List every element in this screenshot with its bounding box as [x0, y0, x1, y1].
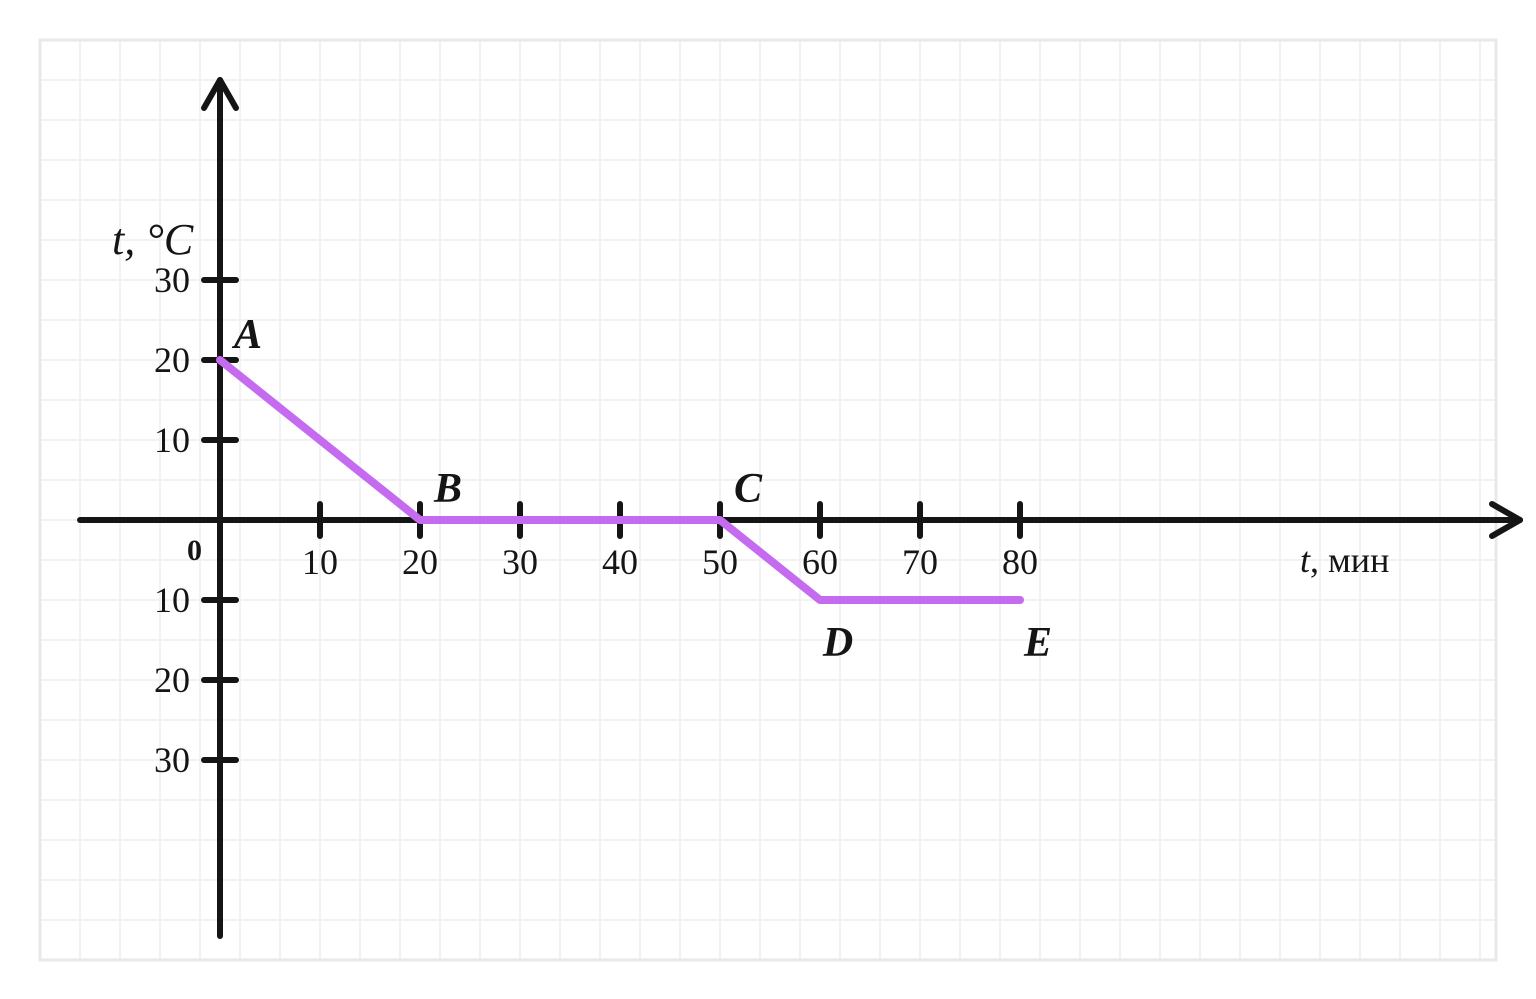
x-tick-label: 50 [702, 542, 738, 582]
x-tick-label: 10 [302, 542, 338, 582]
phase-change-temperature-chart: 10 20 30 40 50 60 70 80 10 20 30 10 20 30 0 t, °C t, мин… [0, 0, 1536, 999]
y-tick-label: 10 [154, 420, 190, 460]
chart-svg: 10 20 30 40 50 60 70 80 10 20 30 10 20 30 0 t, °C t, мин… [0, 0, 1536, 999]
point-label: A [231, 312, 262, 358]
y-tick-label: 20 [154, 660, 190, 700]
y-axis-label: t, °C [112, 215, 194, 264]
y-tick-label: 30 [154, 260, 190, 300]
point-label: C [734, 466, 763, 512]
point-label: B [433, 466, 462, 512]
x-tick-label: 30 [502, 542, 538, 582]
y-tick-label: 30 [154, 740, 190, 780]
point-label: D [822, 620, 853, 666]
x-tick-label: 20 [402, 542, 438, 582]
x-tick-label: 40 [602, 542, 638, 582]
y-tick-label: 10 [154, 580, 190, 620]
point-label: E [1023, 620, 1052, 666]
x-tick-label: 70 [902, 542, 938, 582]
x-axis-label: t, мин [1300, 540, 1389, 580]
origin-label: 0 [187, 534, 202, 567]
y-tick-label: 20 [154, 340, 190, 380]
x-tick-label: 60 [802, 542, 838, 582]
x-tick-label: 80 [1002, 542, 1038, 582]
